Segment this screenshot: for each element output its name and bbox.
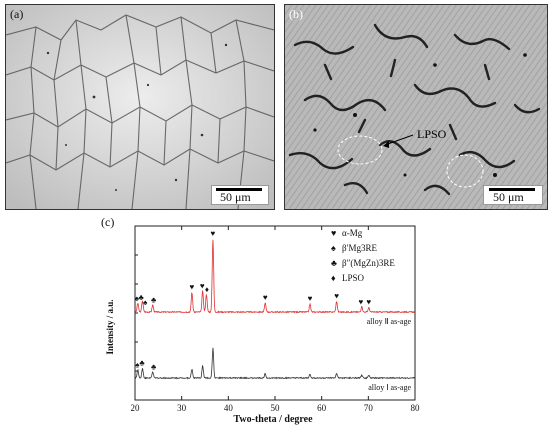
xrd-series-line	[134, 347, 416, 380]
peak-marker-heart: ♥	[190, 283, 195, 292]
x-tick-label: 60	[317, 403, 327, 413]
panel-label-a: (a)	[10, 7, 24, 21]
x-tick-label: 30	[177, 403, 187, 413]
peak-marker-heart: ♥	[211, 229, 216, 238]
xrd-chart: (c) Intensity / a.u. Two-theta / degree …	[101, 215, 421, 425]
peak-marker-spade: ♠	[135, 360, 140, 369]
scale-label-b: 50 μm	[493, 190, 524, 204]
micrograph-a: (a) 50 μm	[5, 4, 275, 210]
peak-marker-heart: ♥	[308, 294, 313, 303]
legend-symbol-diamond: ♦	[331, 273, 336, 283]
peak-marker-heart: ♥	[334, 291, 339, 300]
peak-marker-heart: ♥	[200, 281, 205, 290]
legend-entry: β′Mg3RE	[342, 243, 378, 253]
legend-entry: LPSO	[342, 273, 365, 283]
panel-label-c: (c)	[101, 215, 114, 229]
scale-label-a: 50 μm	[220, 190, 251, 204]
legend-symbol-club: ♣	[331, 258, 337, 268]
peak-marker-spade: ♠	[135, 294, 140, 303]
lpso-label: LPSO	[417, 127, 447, 141]
panel-label-b: (b)	[289, 7, 303, 21]
peak-marker-club: ♣	[151, 296, 157, 305]
peak-marker-heart: ♥	[366, 298, 371, 307]
scale-bar-b	[489, 188, 535, 191]
x-tick-label: 80	[411, 403, 421, 413]
grain-structure-b	[285, 5, 547, 209]
x-axis-label: Two-theta / degree	[233, 414, 313, 425]
legend-entry: β″(MgZn)3RE	[342, 258, 395, 268]
x-tick-label: 50	[271, 403, 281, 413]
peak-marker-heart: ♥	[358, 297, 363, 306]
legend-symbol-spade: ♠	[331, 243, 336, 253]
xrd-series-line	[134, 239, 416, 314]
peak-marker-club: ♣	[151, 362, 157, 371]
peak-marker-diamond: ♦	[205, 285, 209, 294]
legend-symbol-heart: ♥	[331, 228, 336, 238]
micrograph-b: (b) LPSO 50 μm	[284, 4, 548, 210]
grain-structure-a	[6, 5, 274, 209]
peak-marker-spade: ♠	[143, 298, 148, 307]
lpso-region-2	[446, 154, 484, 188]
legend-entry: α-Mg	[342, 228, 363, 238]
x-tick-label: 70	[364, 403, 374, 413]
peak-marker-club: ♣	[138, 293, 144, 302]
peak-marker-club: ♣	[139, 359, 145, 368]
series-label: alloy Ⅱ as-age	[367, 317, 412, 326]
lpso-arrow	[384, 134, 414, 146]
lpso-region-1	[337, 135, 383, 165]
series-label: alloy Ⅰ as-age	[368, 383, 411, 392]
x-tick-label: 40	[224, 403, 234, 413]
xrd-figure: (c) Intensity / a.u. Two-theta / degree …	[95, 212, 450, 427]
scale-bar-a	[216, 188, 262, 191]
x-tick-label: 20	[131, 403, 141, 413]
y-axis-label: Intensity / a.u.	[105, 299, 115, 354]
peak-marker-heart: ♥	[263, 293, 268, 302]
